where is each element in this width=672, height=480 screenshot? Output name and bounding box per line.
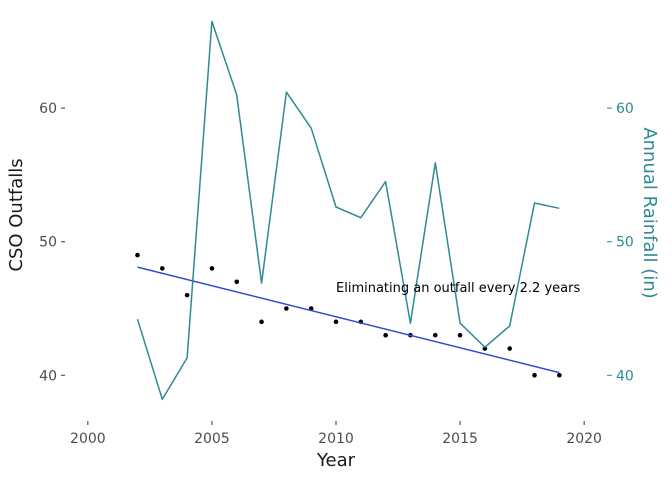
x-tick-label: 2005 [194,431,230,447]
outfall-point [159,266,165,271]
outfall-point [432,332,438,338]
x-axis-title: Year [316,450,356,471]
rainfall-line [136,20,560,401]
x-tick-label: 2000 [70,431,106,447]
y-right-axis-ticks: 40 50 60 [607,101,634,384]
x-tick-label: 2020 [566,431,602,447]
y-left-tick-label: 40 [39,368,57,384]
outfall-point [457,332,463,338]
trend-annotation: Eliminating an outfall every 2.2 years [336,281,580,296]
y-left-axis-title: CSO Outfalls [6,158,27,271]
outfall-point [557,372,562,378]
x-tick-label: 2010 [318,431,354,447]
series-layer [135,20,562,401]
outfall-point [333,319,339,325]
y-right-tick-label: 50 [616,235,634,251]
outfall-point [259,319,264,325]
y-left-axis-ticks: 40 50 60 [39,101,65,384]
outfall-point [507,346,513,351]
y-right-tick-label: 40 [616,368,634,384]
outfall-point [209,266,215,271]
y-left-tick-label: 60 [39,101,57,117]
x-axis-ticks: 2000 2005 2010 2015 2020 [70,421,602,447]
outfall-point [532,372,537,378]
outfall-point [135,252,140,258]
outfall-point [482,346,488,351]
annotation-layer: Eliminating an outfall every 2.2 years [336,281,580,296]
y-right-tick-label: 60 [616,101,634,117]
outfall-point [383,332,388,338]
trend-line [137,266,560,374]
x-tick-label: 2015 [442,431,478,447]
outfall-point [184,292,190,298]
outfall-point [284,306,289,311]
y-left-tick-label: 50 [39,235,57,251]
y-right-axis-title: Annual Rainfall (in) [639,127,660,298]
outfall-point [234,279,240,285]
